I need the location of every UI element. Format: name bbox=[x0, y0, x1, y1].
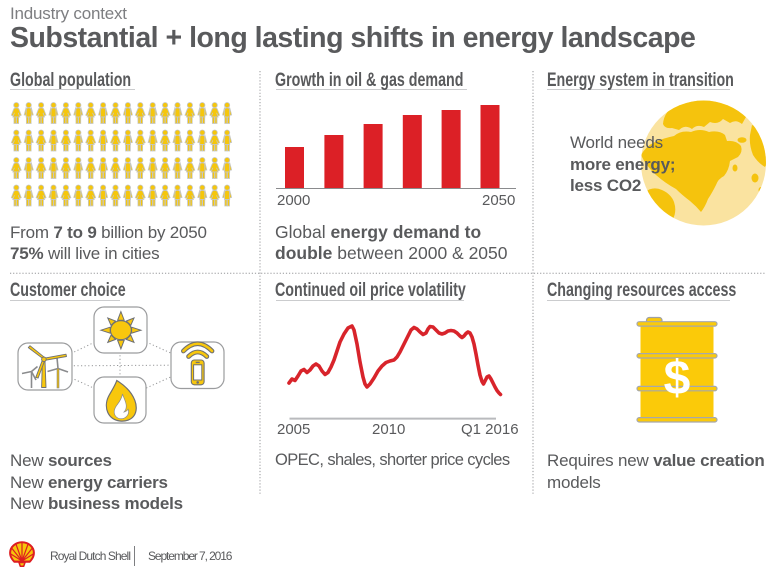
svg-text:$: $ bbox=[664, 352, 691, 405]
